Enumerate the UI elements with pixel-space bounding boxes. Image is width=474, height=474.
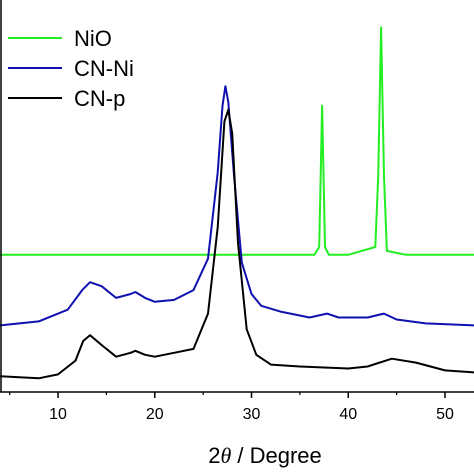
- x-tick-label-20: 20: [146, 406, 164, 423]
- legend-label-nio: NiO: [74, 26, 112, 51]
- x-tick-label-50: 50: [436, 406, 454, 423]
- legend-label-cn-ni: CN-Ni: [74, 56, 134, 81]
- x-tick-label-30: 30: [243, 406, 261, 423]
- plot-area: [0, 26, 474, 380]
- x-tick-label-40: 40: [339, 406, 357, 423]
- x-axis-title: 2θ / Degree: [208, 443, 322, 468]
- x-ticks: 10 20 30 40 50: [9, 392, 454, 423]
- legend-label-cn-p: CN-p: [74, 86, 125, 111]
- series-line-cn-p: [0, 108, 474, 380]
- legend: NiO CN-Ni CN-p: [8, 26, 134, 111]
- series-line-nio: [0, 26, 474, 256]
- series-line-cn-ni: [0, 85, 474, 327]
- x-tick-label-10: 10: [49, 406, 67, 423]
